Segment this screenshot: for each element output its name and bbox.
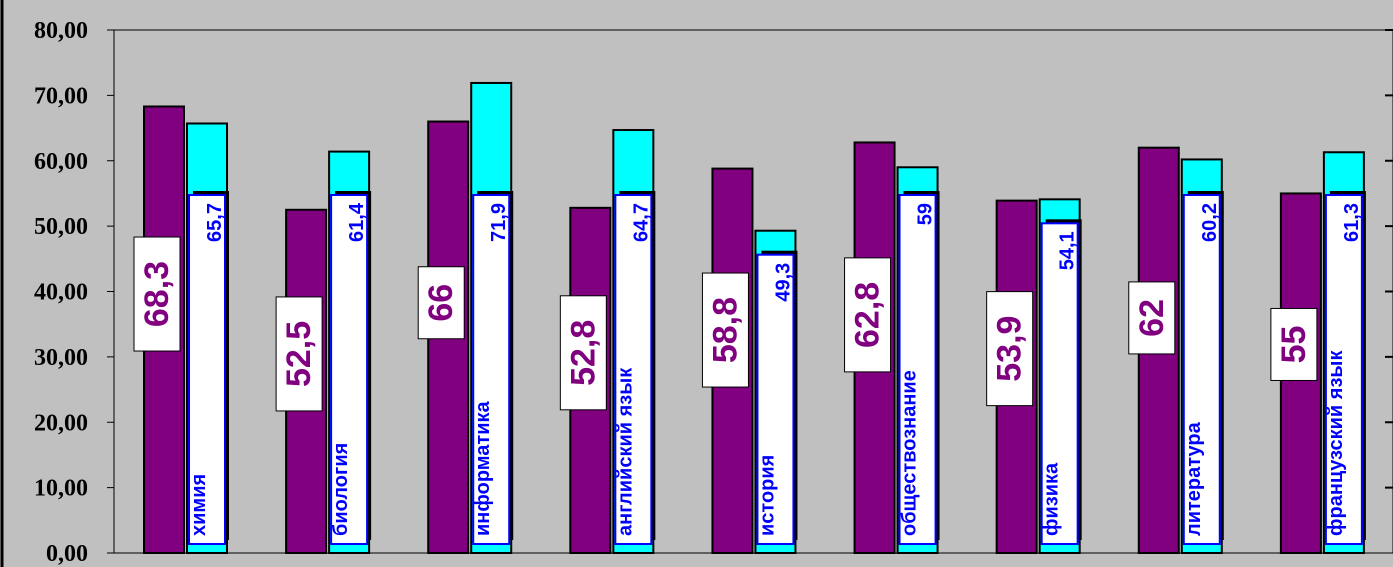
category-label-box (1324, 194, 1363, 545)
series1-value-label: 55 (1275, 326, 1313, 364)
y-tick-label: 0,00 (46, 541, 88, 567)
category-label-box (898, 194, 937, 545)
series2-value-label: 65,7 (204, 203, 226, 242)
series2-value-label: 61,4 (346, 202, 368, 242)
category-label-box (330, 194, 369, 545)
series1-value-label-box (1270, 307, 1318, 381)
y-tick-label: 10,00 (34, 476, 88, 502)
right-axis-ticks (1385, 29, 1393, 489)
category-label-box (756, 253, 795, 545)
category-label-box (1182, 194, 1221, 545)
category-label: химия (188, 474, 210, 536)
y-tick-label: 80,00 (34, 18, 88, 44)
series1-value-label-box (701, 272, 749, 388)
series2-value-label: 54,1 (1057, 231, 1079, 270)
category-label-box (188, 194, 226, 545)
category-label: английский язык (614, 367, 636, 536)
series1-value-label-box (1128, 281, 1176, 355)
data-labels: 68,3 химия 65,7 52,5 биология 61,4 66 информати… (133, 191, 1366, 545)
series1-value-label: 52,5 (280, 321, 318, 387)
series1-value-label-box (417, 266, 465, 340)
series1-value-label: 66 (422, 284, 460, 322)
y-tick-label: 60,00 (34, 149, 88, 175)
y-tick-label: 50,00 (34, 214, 88, 240)
y-tick-label: 40,00 (34, 280, 88, 306)
y-tick-label: 30,00 (34, 345, 88, 371)
plot-area (113, 29, 1393, 554)
series2-value-label: 71,9 (488, 203, 510, 242)
series2-value-label: 60,2 (1199, 203, 1221, 242)
series2-value-label: 64,7 (630, 203, 652, 242)
category-label-box (1040, 222, 1079, 545)
series1-value-label: 52,8 (564, 320, 602, 386)
series1-value-label: 62 (1133, 299, 1171, 337)
y-tick-label: 70,00 (34, 83, 88, 109)
series2-value-label: 49,3 (772, 263, 794, 302)
category-label: история (756, 455, 778, 536)
series1-value-label: 68,3 (138, 261, 176, 327)
series2-value-label: 59 (915, 203, 937, 225)
series1-value-label-box (559, 295, 607, 411)
category-label: биология (330, 443, 352, 536)
category-label-box (472, 194, 511, 545)
y-axis-ticks: 0,00 10,00 20,00 30,00 40,00 50,00 60,00 70,00 8… (34, 18, 114, 567)
category-label: французский язык (1325, 350, 1347, 536)
series1-value-label-box (986, 291, 1034, 407)
series1-value-label: 53,9 (991, 316, 1029, 382)
series2-value-label: 61,3 (1341, 203, 1363, 242)
series1-value-label-box (133, 236, 181, 352)
category-label: литература (1183, 421, 1205, 536)
series1-value-label-box (275, 296, 323, 412)
series1-value-label-box (844, 257, 892, 373)
series1-value-label: 58,8 (706, 297, 744, 363)
category-label: обществознание (899, 370, 921, 536)
y-tick-label: 20,00 (34, 410, 88, 436)
category-label: информатика (472, 400, 494, 536)
category-label-box (614, 194, 653, 545)
category-label: физика (1041, 462, 1063, 536)
series1-value-label: 62,8 (849, 282, 887, 348)
